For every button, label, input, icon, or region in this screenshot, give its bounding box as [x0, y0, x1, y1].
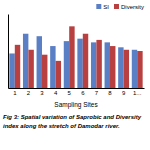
bar	[64, 41, 69, 88]
y-axis-line	[8, 15, 9, 89]
plot: 1 2 3 4 5 6 7 8 9 1...	[9, 15, 145, 97]
legend-item: SI	[96, 4, 109, 10]
bar	[37, 36, 42, 88]
x-tick-label: 3	[40, 90, 44, 96]
x-tick-label: 5	[68, 90, 72, 96]
legend-item: Diversity	[114, 4, 144, 10]
bar	[137, 51, 142, 88]
x-tick: 5	[68, 90, 72, 96]
legend-label: Diversity	[121, 4, 144, 10]
x-axis: 1 2 3 4 5 6 7 8 9 1...	[9, 89, 145, 97]
x-tick-label: 2	[27, 90, 31, 96]
series	[15, 26, 143, 88]
bar	[105, 42, 110, 88]
x-tick-label: 4	[54, 90, 58, 96]
x-tick: 6	[81, 90, 85, 96]
x-tick: 1...	[133, 90, 142, 96]
legend-swatch	[114, 4, 119, 9]
caption: index along the stretch of Damodar river…	[3, 123, 120, 129]
bar	[15, 45, 20, 88]
y-axis	[8, 15, 9, 89]
bar	[28, 50, 33, 88]
x-tick: 3	[40, 90, 44, 96]
x-tick-label: 7	[95, 90, 99, 96]
legend: SI Diversity	[96, 4, 144, 10]
x-tick-label: 1	[13, 90, 17, 96]
legend-label: SI	[103, 4, 109, 10]
bar	[118, 47, 123, 88]
x-tick-label: 8	[108, 90, 112, 96]
x-tick: 8	[108, 90, 112, 96]
bar	[96, 40, 101, 88]
bar	[9, 53, 14, 88]
bar	[56, 61, 61, 88]
bar	[42, 55, 47, 88]
x-tick-label: 6	[81, 90, 85, 96]
bar	[110, 46, 115, 88]
legend-swatch	[96, 4, 101, 9]
bar	[23, 34, 28, 88]
x-tick: 2	[27, 90, 31, 96]
bar	[77, 39, 82, 88]
bar	[50, 46, 55, 88]
x-tick-label: 9	[122, 90, 126, 96]
x-tick: 7	[95, 90, 99, 96]
bar	[124, 50, 129, 88]
x-tick-label: 1...	[133, 90, 142, 96]
x-tick: 4	[54, 90, 58, 96]
x-axis-label: Sampling Sites	[54, 101, 98, 109]
chart: 1 2 3 4 5 6 7 8 9 1... Sampling Sites SI Diversity Fi…	[0, 0, 150, 150]
bar	[91, 42, 96, 88]
caption: Fig 3: Spatial variation of Saprobic and…	[3, 114, 142, 120]
bar	[132, 50, 137, 88]
bar	[69, 26, 74, 88]
x-tick: 1	[13, 90, 17, 96]
bar	[83, 34, 88, 88]
x-tick: 9	[122, 90, 126, 96]
bars	[9, 26, 142, 88]
x-axis-line	[9, 88, 145, 89]
